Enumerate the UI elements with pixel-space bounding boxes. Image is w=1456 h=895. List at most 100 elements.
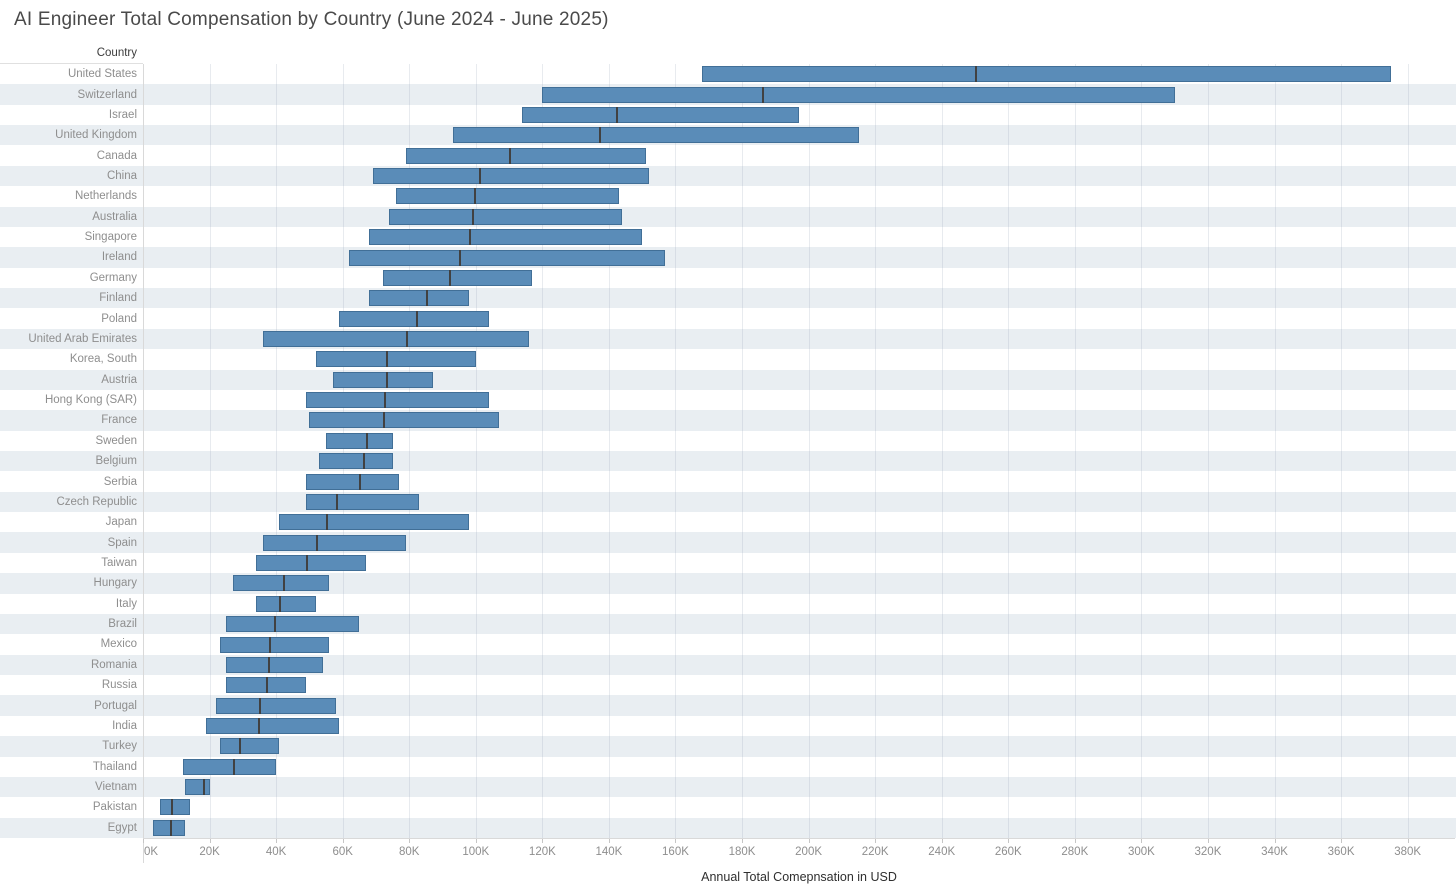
range-bar[interactable]: [369, 290, 470, 307]
range-bar[interactable]: [219, 738, 280, 755]
median-tick: [267, 656, 270, 673]
chart-row: Mexico: [0, 634, 1456, 654]
gridline: [1341, 64, 1343, 838]
chart-row: Poland: [0, 308, 1456, 328]
range-bar[interactable]: [372, 168, 649, 185]
range-bar[interactable]: [542, 86, 1175, 103]
gridline: [409, 64, 411, 838]
range-bar[interactable]: [256, 555, 366, 572]
chart-row: Canada: [0, 145, 1456, 165]
range-bar[interactable]: [152, 819, 185, 836]
country-label: India: [112, 719, 137, 732]
range-bar[interactable]: [332, 371, 433, 388]
range-bar[interactable]: [226, 677, 307, 694]
axis-tick: [143, 839, 144, 843]
range-bar[interactable]: [306, 493, 420, 510]
median-tick: [385, 351, 388, 368]
chart-row: Turkey: [0, 736, 1456, 757]
range-bar[interactable]: [389, 208, 623, 225]
chart-row: Egypt: [0, 817, 1456, 838]
range-bar[interactable]: [262, 330, 530, 347]
range-bar[interactable]: [159, 799, 190, 816]
range-bar[interactable]: [306, 392, 490, 409]
range-bar[interactable]: [349, 249, 666, 266]
chart-row: Germany: [0, 268, 1456, 288]
chart-row: Australia: [0, 206, 1456, 227]
chart-row: Finland: [0, 288, 1456, 309]
gridline: [742, 64, 744, 838]
median-tick: [316, 534, 319, 551]
median-tick: [479, 168, 482, 185]
country-label: Canada: [96, 149, 137, 162]
country-label: Belgium: [95, 455, 137, 468]
median-tick: [266, 677, 269, 694]
country-label: Germany: [89, 271, 137, 284]
range-bar[interactable]: [226, 656, 323, 673]
range-bar[interactable]: [216, 697, 336, 714]
range-bar[interactable]: [256, 595, 317, 612]
range-bar[interactable]: [405, 147, 646, 164]
range-bar[interactable]: [369, 229, 643, 246]
range-bar[interactable]: [319, 453, 393, 470]
axis-tick-label: 300K: [1127, 846, 1155, 858]
gridline-layer: [0, 64, 1456, 838]
country-label: United Kingdom: [55, 129, 137, 142]
chart-row: Korea, South: [0, 349, 1456, 369]
axis-tick-label: 160K: [662, 846, 689, 858]
axis-tick: [542, 839, 544, 843]
chart-row: China: [0, 165, 1456, 187]
median-tick: [306, 555, 309, 572]
chart-row: Hungary: [0, 573, 1456, 594]
axis-tick-label: 140K: [595, 846, 623, 858]
country-label: Japan: [105, 516, 137, 529]
median-tick: [974, 66, 977, 83]
median-tick: [365, 432, 368, 449]
chart-row: Taiwan: [0, 553, 1456, 573]
range-bar[interactable]: [232, 575, 330, 592]
chart-title: AI Engineer Total Compensation by Countr…: [14, 9, 609, 30]
gridline: [941, 64, 943, 838]
range-bar[interactable]: [382, 269, 533, 286]
country-label: Korea, South: [69, 353, 137, 366]
chart-row: Italy: [0, 594, 1456, 614]
median-tick: [362, 453, 365, 470]
axis-tick: [875, 839, 877, 843]
range-bar[interactable]: [339, 310, 490, 327]
range-bar[interactable]: [452, 127, 859, 144]
axis-tick: [941, 839, 943, 843]
gridline: [608, 64, 610, 838]
axis-tick: [342, 839, 344, 843]
axis-tick-label: 280K: [1061, 846, 1089, 858]
median-tick: [259, 697, 262, 714]
country-label: United States: [67, 68, 137, 81]
gridline: [1274, 64, 1276, 838]
range-bar[interactable]: [182, 758, 277, 775]
chart-row: Japan: [0, 512, 1456, 532]
median-tick: [384, 392, 387, 409]
country-label: Australia: [92, 210, 137, 223]
range-bar[interactable]: [184, 779, 210, 796]
range-bar[interactable]: [326, 432, 393, 449]
range-bar[interactable]: [702, 66, 1391, 83]
median-tick: [598, 127, 601, 144]
chart-row: Thailand: [0, 757, 1456, 777]
range-bar[interactable]: [279, 514, 470, 531]
range-bar[interactable]: [309, 412, 500, 429]
country-label: Finland: [99, 292, 137, 305]
axis-tick-label: 120K: [528, 846, 556, 858]
axis-tick: [808, 839, 810, 843]
country-label: United Arab Emirates: [28, 332, 137, 345]
range-bar[interactable]: [262, 534, 406, 551]
country-label: Serbia: [103, 475, 137, 488]
range-bar[interactable]: [522, 106, 799, 123]
median-tick: [615, 106, 618, 123]
median-tick: [459, 249, 462, 266]
range-bar[interactable]: [316, 351, 476, 368]
axis-tick-label: 40K: [265, 846, 287, 858]
range-bar[interactable]: [306, 473, 400, 490]
range-bar[interactable]: [206, 717, 340, 734]
range-bar[interactable]: [395, 188, 619, 205]
range-bar[interactable]: [219, 636, 330, 653]
range-bar[interactable]: [226, 616, 360, 633]
median-tick: [202, 779, 205, 796]
